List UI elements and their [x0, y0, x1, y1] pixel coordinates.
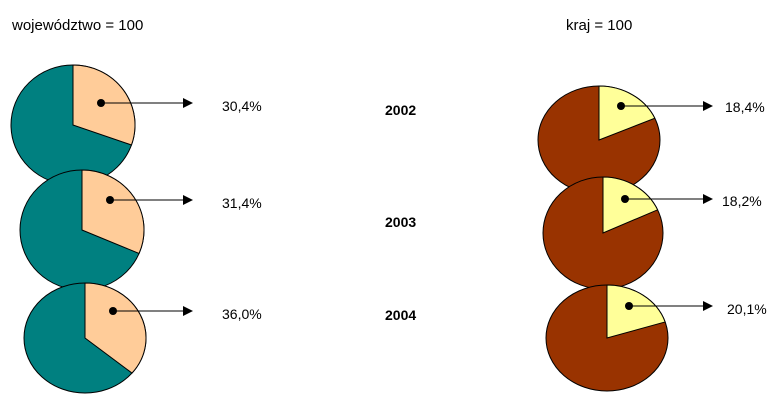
right-value-label-2003: 18,2% [722, 193, 762, 209]
left-value-label-2004: 36,0% [222, 306, 262, 322]
left-leader-dot-2003 [106, 196, 114, 204]
right-pie-2003-slice [602, 176, 659, 234]
year-label-2002: 2002 [385, 102, 416, 118]
pie-group [10, 64, 713, 394]
right-value-label-2004: 20,1% [727, 301, 767, 317]
right-value-label-2002: 18,4% [725, 99, 765, 115]
right-chart-title: kraj = 100 [566, 17, 632, 34]
right-pie-2004-slice [606, 284, 666, 339]
left-chart-title: województwo = 100 [11, 17, 143, 34]
year-label-2004: 2004 [385, 307, 416, 323]
right-leader-dot-2002 [617, 102, 625, 110]
right-pie-2002-slice [598, 85, 656, 141]
year-label-2003: 2003 [385, 214, 416, 230]
left-leader-dot-2004 [109, 307, 117, 315]
left-value-label-2002: 30,4% [222, 98, 262, 114]
left-pie-2003-slice [81, 169, 145, 255]
right-leader-dot-2004 [625, 302, 633, 310]
right-leader-dot-2003 [621, 195, 629, 203]
left-pie-2004-slice [84, 282, 147, 374]
left-value-label-2003: 31,4% [222, 195, 262, 211]
left-leader-dot-2002 [97, 99, 105, 107]
